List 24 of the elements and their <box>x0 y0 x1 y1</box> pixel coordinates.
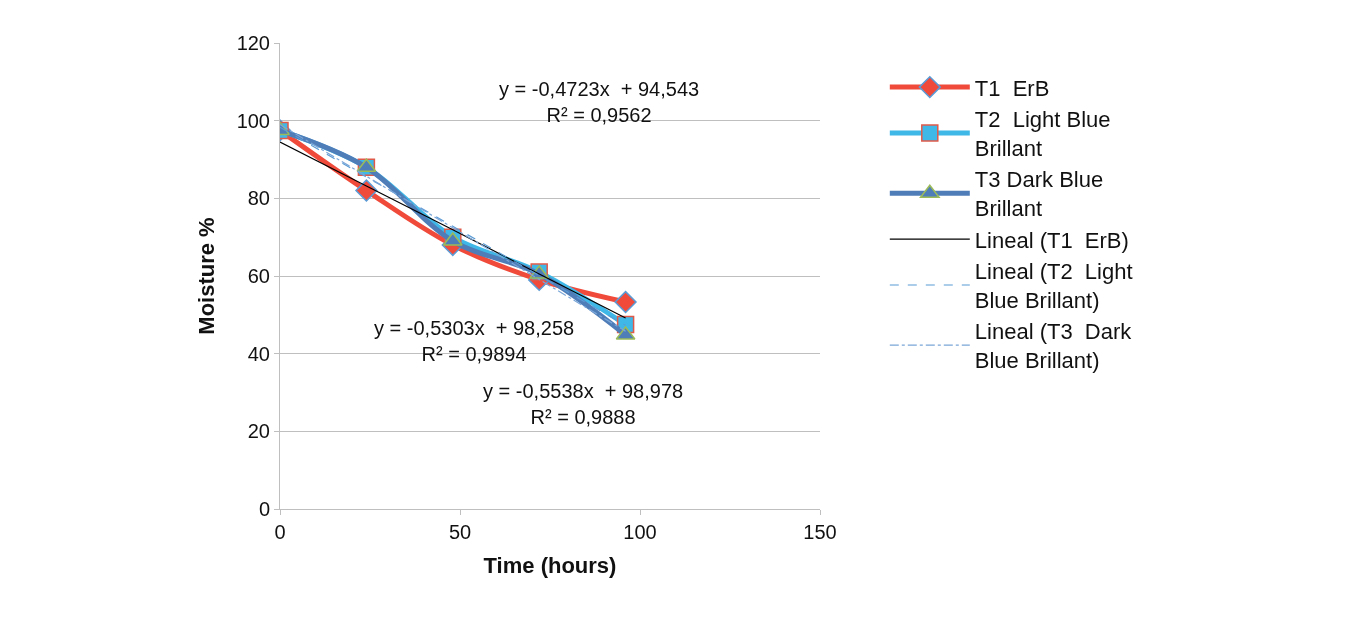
y-tick-label: 120 <box>236 32 270 54</box>
point <box>614 290 637 314</box>
legend-label: T3 Dark Blue Brillant <box>974 167 1104 222</box>
y-tick-label: 60 <box>247 265 270 287</box>
x-axis-title: Time (hours) <box>483 552 617 578</box>
y-axis-title: Moisture % <box>194 217 220 335</box>
point <box>355 179 378 202</box>
legend-label: T2 Light Blue Brillant <box>974 107 1111 161</box>
legend-label: Lineal (T2 Light Blue Brillant) <box>974 259 1133 313</box>
y-tick-label: 100 <box>236 109 270 132</box>
legend-label: Lineal (T1 ErB) <box>974 227 1129 253</box>
x-tick-label: 50 <box>448 521 472 543</box>
annotation: y = -0,5303x + 98,258 R² = 0,9894 <box>374 317 575 365</box>
x-tick-label: 150 <box>803 521 837 543</box>
y-tick-label: 20 <box>247 420 270 443</box>
annotation: y = -0,4723x + 94,543 R² = 0,9562 <box>499 78 700 126</box>
y-tick-label: 0 <box>258 498 270 520</box>
y-tick-label: 40 <box>247 342 270 365</box>
y-tick-label: 80 <box>247 187 270 210</box>
x-tick-label: 0 <box>274 521 286 543</box>
annotation: y = -0,5538x + 98,978 R² = 0,9888 <box>483 380 684 428</box>
x-tick-label: 100 <box>623 521 657 543</box>
legend-label: Lineal (T3 Dark Blue Brillant) <box>974 319 1133 374</box>
legend-label: T1 ErB <box>974 75 1050 101</box>
